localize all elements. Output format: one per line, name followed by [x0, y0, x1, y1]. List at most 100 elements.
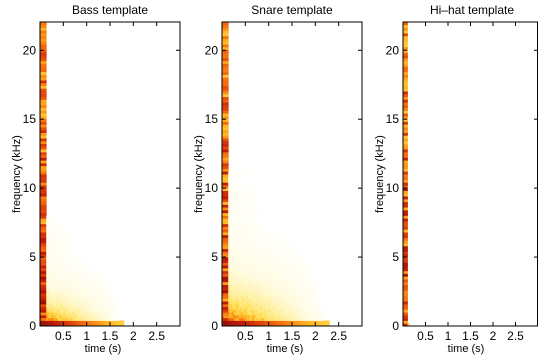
heatmap-cell	[41, 309, 44, 313]
heatmap-cell	[246, 240, 249, 244]
heatmap-cell	[89, 290, 92, 294]
heatmap-cell	[239, 182, 242, 186]
heatmap-cell	[43, 212, 46, 216]
heatmap-cell	[228, 270, 231, 274]
heatmap-cell	[292, 323, 294, 326]
heatmap-cell	[106, 287, 109, 291]
heatmap-cell	[243, 254, 246, 258]
heatmap-cell	[103, 314, 106, 319]
heatmap-cell	[264, 234, 266, 238]
heatmap-cell	[240, 312, 243, 316]
heatmap-cell	[94, 279, 97, 283]
heatmap-cell	[55, 287, 58, 291]
heatmap-cell	[246, 306, 249, 310]
heatmap-cell	[274, 309, 277, 313]
heatmap-cell	[47, 273, 50, 277]
heatmap-cell	[240, 303, 243, 308]
heatmap-cell	[222, 281, 224, 285]
heatmap-cell	[114, 298, 117, 302]
heatmap-cell	[313, 314, 316, 319]
heatmap-cell	[302, 314, 305, 319]
heatmap-cell	[282, 317, 285, 321]
heatmap-cell	[106, 298, 109, 302]
heatmap-cell	[243, 320, 246, 324]
heatmap-cell	[262, 320, 265, 324]
heatmap-cell	[117, 312, 120, 316]
heatmap-cell	[86, 323, 89, 326]
heatmap-cell	[234, 171, 237, 175]
heatmap-cell	[248, 276, 251, 280]
heatmap-cell	[301, 298, 304, 302]
heatmap-cell	[276, 265, 279, 269]
heatmap-cell	[229, 237, 232, 241]
heatmap-cell	[259, 240, 262, 244]
heatmap-cell	[288, 295, 291, 299]
heatmap-cell	[41, 113, 44, 117]
heatmap-cell	[406, 138, 408, 142]
heatmap-cell	[92, 267, 95, 272]
heatmap-cell	[279, 306, 282, 310]
heatmap-cell	[302, 256, 305, 261]
heatmap-cell	[234, 265, 237, 269]
heatmap-cell	[61, 303, 64, 308]
heatmap-cell	[246, 259, 249, 263]
heatmap-cell	[256, 290, 259, 294]
heatmap-cell	[245, 270, 248, 274]
heatmap-cell	[282, 295, 285, 299]
heatmap-cell	[229, 220, 232, 225]
heatmap-cell	[404, 193, 407, 197]
heatmap-cell	[229, 223, 232, 227]
heatmap-cell	[71, 256, 74, 261]
heatmap-cell	[58, 237, 61, 241]
heatmap-cell	[223, 226, 226, 230]
heatmap-cell	[243, 190, 246, 194]
heatmap-cell	[245, 201, 248, 205]
heatmap-cell	[279, 284, 282, 288]
heatmap-cell	[66, 309, 69, 313]
x-tick-label: 1.5	[284, 329, 301, 343]
heatmap-cell	[248, 303, 251, 308]
heatmap-cell	[46, 295, 49, 299]
heatmap-cell	[284, 245, 287, 250]
heatmap-cell	[82, 306, 84, 310]
heatmap-cell	[41, 267, 44, 272]
heatmap-cell	[44, 162, 47, 167]
heatmap-cell	[240, 182, 243, 186]
heatmap-cell	[288, 259, 291, 263]
heatmap-cell	[256, 248, 259, 252]
heatmap-cell	[223, 146, 226, 150]
heatmap-cell	[80, 292, 83, 296]
heatmap-cell	[268, 248, 271, 252]
heatmap-cell	[231, 226, 234, 230]
heatmap-cell	[237, 223, 240, 227]
heatmap-cell	[250, 290, 252, 294]
y-tick-label: 0	[211, 319, 218, 333]
heatmap-cell	[40, 71, 42, 75]
heatmap-cell	[274, 323, 277, 326]
heatmap-cell	[61, 314, 64, 319]
heatmap-cell	[309, 306, 312, 310]
heatmap-cell	[403, 234, 405, 238]
heatmap-cell	[96, 292, 98, 296]
heatmap-cell	[257, 306, 260, 310]
heatmap-cell	[285, 259, 288, 263]
heatmap-cell	[281, 273, 284, 277]
heatmap-cell	[54, 298, 56, 302]
heatmap-cell	[250, 198, 252, 203]
heatmap-cell	[106, 312, 109, 316]
heatmap-cell	[88, 292, 91, 296]
heatmap-cell	[259, 301, 262, 305]
heatmap-cell	[54, 292, 56, 296]
heatmap-cell	[315, 290, 318, 294]
heatmap-cell	[237, 218, 240, 222]
heatmap-cell	[55, 323, 58, 326]
heatmap-cell	[47, 267, 50, 272]
heatmap-cell	[60, 301, 63, 305]
heatmap-cell	[285, 309, 288, 313]
heatmap-cell	[91, 317, 94, 321]
heatmap-cell	[293, 292, 296, 296]
heatmap-cell	[404, 77, 407, 81]
heatmap-cell	[268, 279, 271, 283]
heatmap-cell	[99, 279, 102, 283]
